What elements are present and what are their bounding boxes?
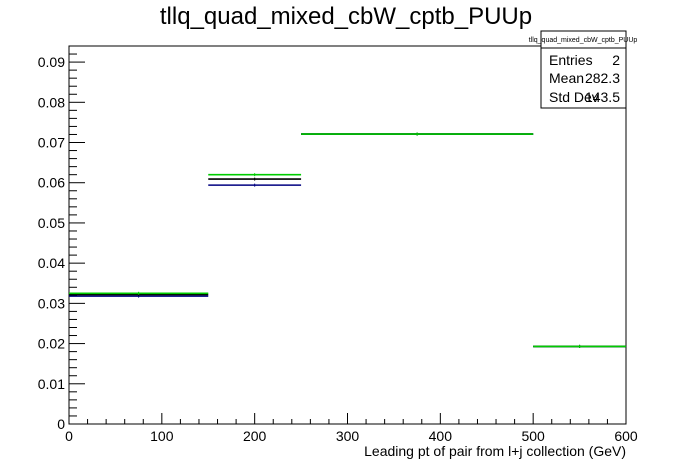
axes: 0 100 200 300 400 500 600 0 0.01 0.02 0.03 0.04 0.05…: [38, 45, 638, 444]
stats-mean-label: Mean: [549, 70, 584, 86]
stats-entries-value: 2: [612, 52, 620, 68]
x-tick-label: 0: [65, 428, 73, 444]
histogram-bins: [69, 132, 626, 348]
y-tick-label: 0.04: [38, 255, 65, 271]
y-tick-label: 0.08: [38, 94, 65, 110]
y-tick-label: 0.03: [38, 295, 65, 311]
y-tick-label: 0.09: [38, 54, 65, 70]
y-tick-label: 0.02: [38, 336, 65, 352]
x-tick-label: 500: [521, 428, 545, 444]
x-tick-label: 300: [336, 428, 360, 444]
x-axis-label: Leading pt of pair from l+j collection (…: [364, 443, 626, 459]
y-tick-label: 0.01: [38, 376, 65, 392]
x-tick-label: 600: [614, 428, 638, 444]
stats-box: tllq_quad_mixed_cbW_cptb_PUUp Entries 2 …: [529, 30, 638, 109]
stats-entries-label: Entries: [549, 52, 593, 68]
x-tick-label: 400: [429, 428, 453, 444]
stats-box-title: tllq_quad_mixed_cbW_cptb_PUUp: [529, 37, 638, 44]
y-tick-label: 0.06: [38, 175, 65, 191]
x-tick-label: 100: [150, 428, 174, 444]
stats-stddev-value: 143.5: [585, 89, 620, 105]
y-tick-label: 0.05: [38, 215, 65, 231]
chart-title: tllq_quad_mixed_cbW_cptb_PUUp: [160, 3, 532, 30]
x-tick-label: 200: [243, 428, 267, 444]
stats-stddev-label: Std Dev: [549, 89, 599, 105]
stats-mean-value: 282.3: [585, 70, 620, 86]
y-tick-label: 0: [57, 416, 65, 432]
y-tick-label: 0.07: [38, 135, 65, 151]
